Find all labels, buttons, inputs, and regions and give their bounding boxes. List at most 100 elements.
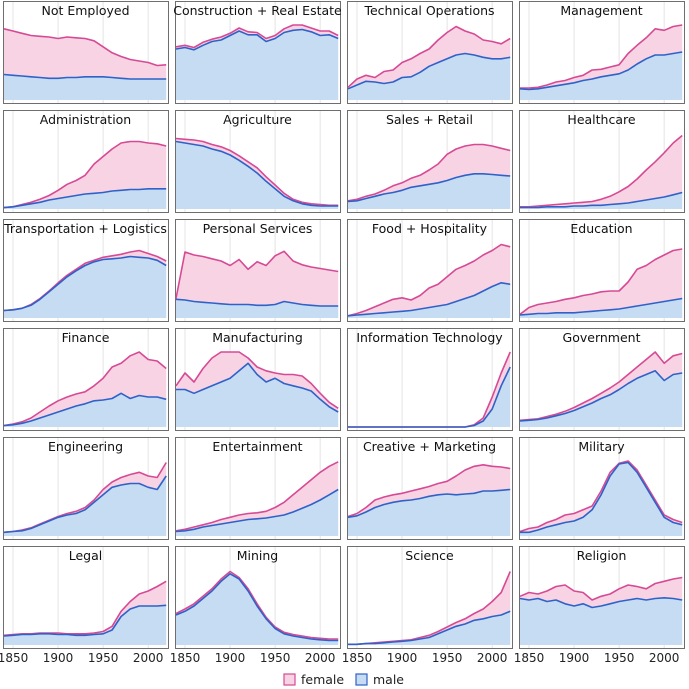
x-tick-label: 2000 <box>305 651 336 665</box>
male-line <box>175 573 339 642</box>
panel-title: Healthcare <box>567 112 635 127</box>
male-line <box>175 298 339 307</box>
male-line <box>175 28 339 51</box>
male-line <box>519 51 683 91</box>
male-area <box>176 363 339 427</box>
panel-technical-operations: Technical Operations <box>347 1 513 104</box>
male-area <box>176 573 339 645</box>
panel-not-employed: Not Employed <box>3 1 169 104</box>
panel-title: Engineering <box>48 439 123 454</box>
male-line <box>519 297 683 316</box>
female-line <box>347 143 511 202</box>
male-area <box>4 605 167 645</box>
panel-grid: Not Employed Construction + Real Estate Te… <box>3 1 685 649</box>
male-area <box>4 476 167 536</box>
female-area <box>176 352 339 412</box>
male-area <box>348 489 511 536</box>
legend-swatch <box>283 673 296 686</box>
male-line <box>3 475 167 534</box>
male-area <box>520 52 683 100</box>
female-line <box>520 134 683 208</box>
male-line <box>519 597 683 609</box>
panel-title: Mining <box>237 548 279 563</box>
legend-label: female <box>301 672 344 687</box>
female-line <box>519 248 683 315</box>
panel-administration: Administration <box>3 110 169 213</box>
panel-title: Technical Operations <box>363 3 494 18</box>
male-line <box>3 392 167 427</box>
male-area <box>348 611 511 645</box>
female-line <box>519 351 683 422</box>
panel-sales-retail: Sales + Retail <box>347 110 513 213</box>
female-area <box>4 352 167 426</box>
x-tick-label: 1950 <box>432 651 463 665</box>
male-area <box>176 489 339 536</box>
panel-legal: Legal <box>3 546 169 649</box>
panel-title: Government <box>563 330 641 345</box>
male-line <box>347 282 511 317</box>
panel-engineering: Engineering <box>3 437 169 540</box>
legend-label: male <box>373 672 404 687</box>
female-line <box>175 250 339 299</box>
female-line <box>175 137 339 207</box>
panel-information-technology: Information Technology <box>347 328 513 431</box>
legend: female male <box>283 672 404 687</box>
female-line <box>519 576 683 601</box>
panel-military: Military <box>519 437 685 540</box>
female-line <box>3 28 167 67</box>
female-line <box>3 351 167 427</box>
female-area <box>520 577 683 608</box>
panel-title: Education <box>570 221 632 236</box>
panel-agriculture: Agriculture <box>175 110 341 213</box>
female-line <box>347 464 511 518</box>
x-tick-label: 1850 <box>170 651 201 665</box>
panel-title: Sales + Retail <box>386 112 473 127</box>
panel-science: Science <box>347 546 513 649</box>
female-area <box>348 26 511 89</box>
legend-swatch <box>355 673 368 686</box>
male-area <box>176 141 339 209</box>
female-area <box>348 244 511 316</box>
panel-construction-real-estate: Construction + Real Estate <box>173 1 342 104</box>
panel-title: Creative + Marketing <box>363 439 496 454</box>
male-line <box>176 362 339 413</box>
panel-mining: Mining <box>175 546 341 649</box>
x-tick-label: 2000 <box>477 651 508 665</box>
panel-title: Management <box>560 3 642 18</box>
male-area <box>176 29 339 100</box>
male-area <box>348 173 511 209</box>
panel-food-hospitality: Food + Hospitality <box>347 219 513 322</box>
female-line <box>520 24 683 89</box>
male-line <box>347 52 511 90</box>
panel-title: Religion <box>577 548 627 563</box>
panel-personal-services: Personal Services <box>175 219 341 322</box>
x-tick-label: 1900 <box>215 651 246 665</box>
panel-title: Agriculture <box>223 112 292 127</box>
female-area <box>4 28 167 79</box>
male-area <box>520 192 683 209</box>
x-tick-label: 1900 <box>43 651 74 665</box>
female-area <box>4 141 167 208</box>
panel-finance: Finance <box>3 328 169 431</box>
x-tick-label: 2000 <box>649 651 680 665</box>
male-line <box>3 255 167 312</box>
female-area <box>348 144 511 202</box>
male-area <box>348 282 511 318</box>
x-tick-label: 1850 <box>514 651 545 665</box>
male-line <box>348 610 511 646</box>
female-area <box>348 464 511 518</box>
female-line <box>175 351 339 409</box>
x-axis-ticks: 1850 1900 1950 2000 1850 1900 1950 2000 1850 1900… <box>0 651 679 665</box>
legend-item-male: male <box>355 672 404 687</box>
panel-title: Entertainment <box>212 439 302 454</box>
panel-title: Food + Hospitality <box>372 221 488 236</box>
x-tick-label: 1950 <box>88 651 119 665</box>
panel-title: Transportation + Logistics <box>3 221 167 236</box>
panel-title: Science <box>405 548 454 563</box>
panel-entertainment: Entertainment <box>175 437 341 540</box>
panel-transportation-logistics: Transportation + Logistics <box>3 219 169 322</box>
male-line <box>519 370 683 422</box>
x-tick-label: 1900 <box>559 651 590 665</box>
panel-title: Information Technology <box>356 330 503 345</box>
